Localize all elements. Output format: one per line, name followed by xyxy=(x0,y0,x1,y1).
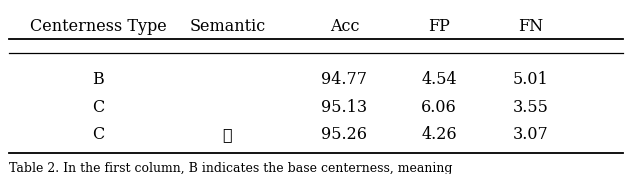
Text: 4.26: 4.26 xyxy=(422,126,457,143)
Text: 3.55: 3.55 xyxy=(513,98,549,116)
Text: Table 2. In the first column, B indicates the base centerness, meaning: Table 2. In the first column, B indicate… xyxy=(9,162,453,174)
Text: 6.06: 6.06 xyxy=(422,98,457,116)
Text: Semantic: Semantic xyxy=(190,18,265,35)
Text: 5.01: 5.01 xyxy=(513,71,549,88)
Text: 95.13: 95.13 xyxy=(322,98,367,116)
Text: Centerness Type: Centerness Type xyxy=(30,18,166,35)
Text: B: B xyxy=(92,71,104,88)
Text: ✓: ✓ xyxy=(222,126,233,143)
Text: 94.77: 94.77 xyxy=(322,71,367,88)
Text: Acc: Acc xyxy=(330,18,359,35)
Text: 3.07: 3.07 xyxy=(513,126,549,143)
Text: FN: FN xyxy=(518,18,544,35)
Text: 4.54: 4.54 xyxy=(422,71,457,88)
Text: C: C xyxy=(92,98,104,116)
Text: FP: FP xyxy=(428,18,450,35)
Text: 95.26: 95.26 xyxy=(322,126,367,143)
Text: C: C xyxy=(92,126,104,143)
